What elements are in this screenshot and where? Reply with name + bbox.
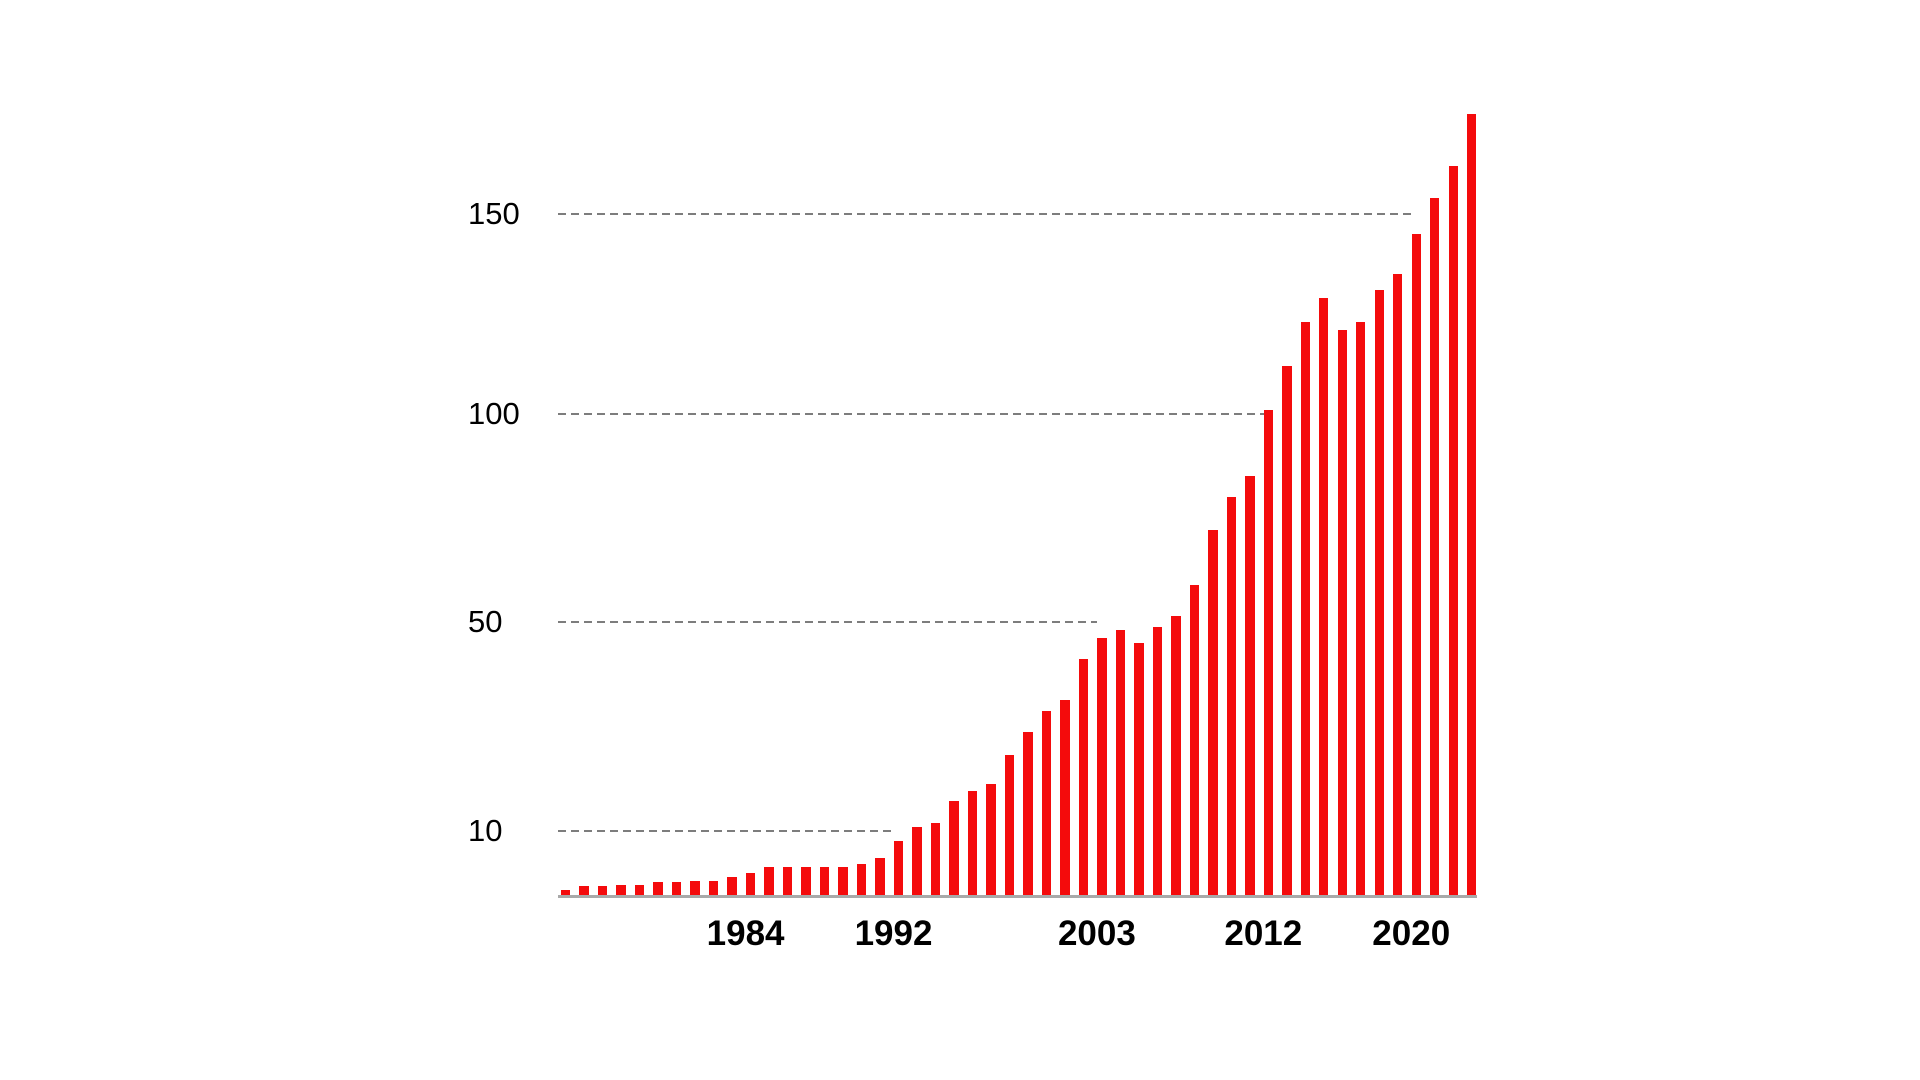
bar-2016 xyxy=(1337,330,1347,896)
bar-1974 xyxy=(561,889,571,896)
bar-2007 xyxy=(1171,615,1181,896)
bar-2011 xyxy=(1245,476,1255,896)
bar-2019 xyxy=(1393,274,1403,896)
bar-2014 xyxy=(1300,322,1310,896)
bar-2015 xyxy=(1319,298,1329,896)
y-gridline-100 xyxy=(558,413,1264,415)
bar-2020 xyxy=(1411,234,1421,896)
bar-2012 xyxy=(1263,410,1273,896)
bar-1984 xyxy=(745,872,756,896)
x-tick-label-1984: 1984 xyxy=(706,914,785,953)
y-tick-label-100: 100 xyxy=(468,396,520,431)
bar-1977 xyxy=(616,884,626,896)
bar-2009 xyxy=(1208,530,1218,896)
x-tick-label-2020: 2020 xyxy=(1372,914,1451,953)
bar-1986 xyxy=(782,867,793,896)
bar-2005 xyxy=(1134,642,1144,896)
y-gridline-10 xyxy=(558,830,894,832)
bar-2001 xyxy=(1060,700,1070,896)
bar-2004 xyxy=(1115,629,1126,896)
y-tick-label-10: 10 xyxy=(468,813,503,848)
x-tick-label-2012: 2012 xyxy=(1224,914,1303,953)
bar-1975 xyxy=(579,885,589,896)
bar-1990 xyxy=(856,864,867,896)
y-gridline-150 xyxy=(558,213,1412,215)
bar-2010 xyxy=(1226,497,1237,896)
bar-1987 xyxy=(801,867,811,896)
bar-1988 xyxy=(819,867,830,896)
bar-1981 xyxy=(690,881,700,896)
bar-1998 xyxy=(1004,755,1015,896)
bar-1997 xyxy=(986,784,996,896)
bar-1993 xyxy=(912,827,922,896)
x-axis-line xyxy=(558,894,1477,898)
y-tick-label-50: 50 xyxy=(468,604,503,639)
bar-2006 xyxy=(1152,627,1163,896)
bar-1976 xyxy=(597,885,608,896)
bar-2021 xyxy=(1430,198,1440,896)
bar-1983 xyxy=(727,877,737,896)
bar-1994 xyxy=(930,823,941,896)
bar-1985 xyxy=(764,867,774,896)
bar-1980 xyxy=(671,881,682,896)
bar-1978 xyxy=(634,884,645,896)
bar-2002 xyxy=(1078,658,1089,896)
bar-1992 xyxy=(893,841,904,896)
y-tick-label-150: 150 xyxy=(468,196,520,231)
bar-2008 xyxy=(1189,584,1200,896)
bar-1995 xyxy=(949,801,959,896)
bar-1991 xyxy=(875,857,885,896)
bar-2022 xyxy=(1448,166,1458,896)
bar-2000 xyxy=(1041,710,1052,896)
x-tick-label-2003: 2003 xyxy=(1057,914,1136,953)
bar-1982 xyxy=(708,881,719,896)
bar-2003 xyxy=(1097,637,1107,896)
bar-2018 xyxy=(1374,290,1384,896)
bar-1989 xyxy=(838,867,848,896)
bar-1979 xyxy=(653,881,663,896)
bar-1999 xyxy=(1023,731,1033,896)
bar-1996 xyxy=(967,790,978,896)
bar-2013 xyxy=(1282,366,1292,896)
bar-2017 xyxy=(1356,322,1366,896)
y-gridline-50 xyxy=(558,621,1098,623)
x-tick-label-1992: 1992 xyxy=(854,914,933,953)
bar-2023 xyxy=(1467,114,1477,896)
